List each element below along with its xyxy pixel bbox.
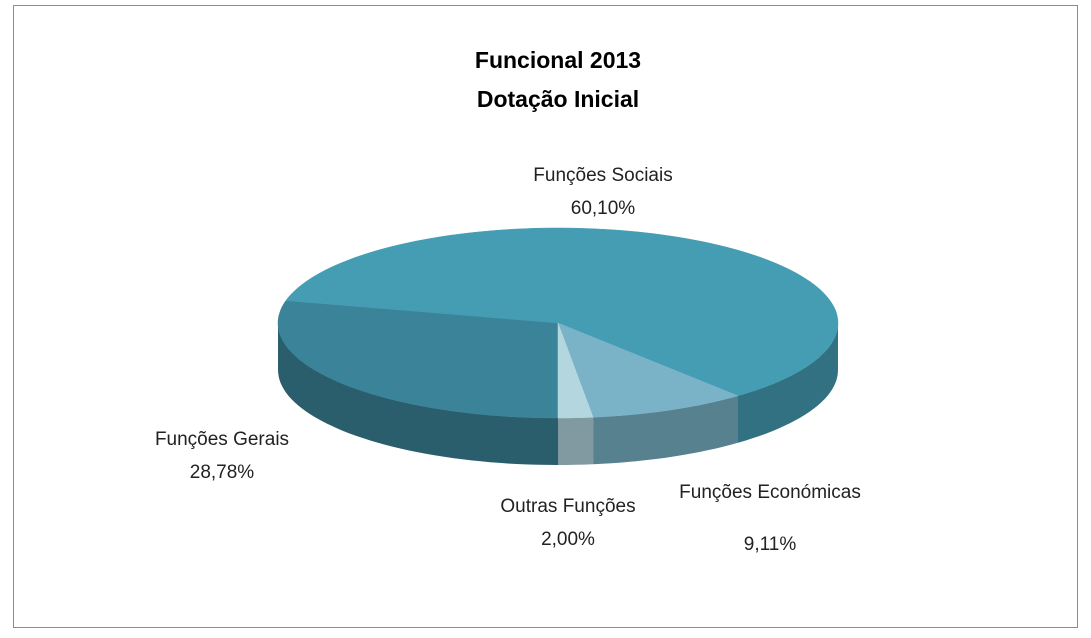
category-label: Outras Funções (500, 496, 635, 517)
slice (557, 322, 739, 418)
category-label: Funções Gerais (155, 429, 289, 450)
category-label: Funções Económicas (679, 482, 861, 503)
value-label: 28,78% (190, 462, 255, 483)
value-label: 2,00% (541, 529, 595, 550)
chart-subtitle: Dotação Inicial (477, 86, 639, 112)
slice-side (593, 395, 738, 465)
slice-side (558, 417, 594, 465)
category-label: Funções Sociais (533, 165, 672, 186)
slice (277, 300, 559, 419)
slice (285, 227, 839, 397)
chart-title: Funcional 2013 (475, 47, 641, 73)
value-label: 60,10% (571, 198, 636, 219)
slice (557, 322, 594, 419)
slice-side (278, 323, 558, 465)
slice-side (738, 323, 838, 443)
value-label: 9,11% (744, 534, 797, 555)
